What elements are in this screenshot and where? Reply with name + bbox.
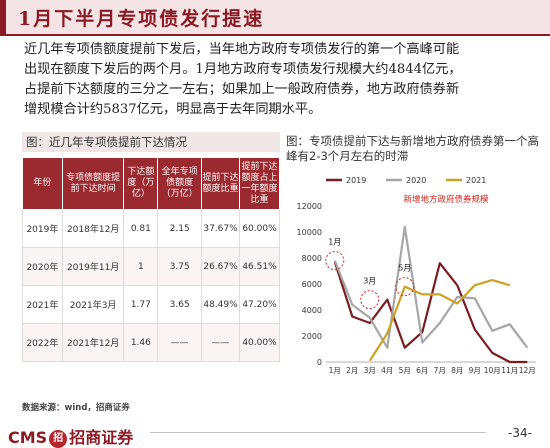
table-header: 下达额度（万亿） [123, 157, 159, 210]
x-tick-label: 7月 [434, 366, 446, 375]
table-cell: 2021年12月 [61, 323, 125, 362]
table-header: 全年专项债额度（万亿） [157, 157, 203, 210]
title-accent [0, 0, 6, 34]
x-tick-label: 4月 [381, 366, 393, 375]
table-header: 提前下达额度比重 [201, 157, 240, 210]
y-tick-label: 2000 [302, 332, 322, 341]
series-line-2020 [333, 225, 529, 349]
table-cell: 60.00% [239, 209, 280, 248]
legend-label: 2020 [406, 176, 426, 185]
brand-name: 招商证券 [69, 428, 134, 447]
table-cell: —— [201, 323, 240, 362]
table-row: 2020年 2019年11月 1 3.75 26.67% 46.51% [22, 247, 280, 286]
x-tick-label: 1月 [329, 366, 341, 375]
annotation-circle [360, 290, 380, 310]
table-row: 2021年 2021年3月 1.77 3.65 48.49% 47.20% [22, 285, 280, 324]
body-line: 占提前下达额度的三分之一左右；如果加上一般政府债券，地方政府债券新 [24, 82, 460, 97]
chart-panel: 图：专项债提前下达与新增地方政府债券第一个高峰有2-3个月左右的时滞 2019 2… [286, 134, 546, 380]
title-bar: 1月下半月专项债发行提速 [0, 0, 550, 36]
table-cell: 2021年3月 [61, 285, 125, 324]
table-cell: 2020年 [22, 247, 63, 286]
x-tick-label: 6月 [416, 366, 428, 375]
table-panel: 图：近几年专项债提前下达情况 年份 专项债额度提前下达时间 下达额度（万亿） 全… [22, 132, 280, 413]
body-line: 增规模合计约5837亿元，明显高于去年同期水平。 [24, 102, 322, 117]
table-cell: 0.81 [123, 209, 159, 248]
x-tick-label: 10月 [484, 366, 501, 375]
y-tick-label: 8000 [302, 254, 322, 263]
y-tick-label: 12000 [297, 202, 322, 211]
logo-text: CMS [8, 428, 48, 447]
table-row: 2019年 2018年12月 0.81 2.15 37.67% 60.00% [22, 209, 280, 248]
table-cell: 2018年12月 [61, 209, 125, 248]
page-number: -34- [508, 426, 532, 440]
table-cell: 3.75 [157, 247, 203, 286]
table-row: 2022年 2021年12月 1.46 —— —— 40.00% [22, 323, 280, 362]
table-cell: 1.77 [123, 285, 159, 324]
x-tick-label: 2月 [346, 366, 358, 375]
table-caption: 图：近几年专项债提前下达情况 [22, 132, 280, 152]
y-tick-label: 6000 [302, 280, 322, 289]
logo-badge-icon: 招 [49, 429, 68, 448]
table-cell: 37.67% [201, 209, 240, 248]
series-line-2021 [368, 279, 511, 362]
issuance-table: 年份 专项债额度提前下达时间 下达额度（万亿） 全年专项债额度（万亿） 提前下达… [22, 157, 280, 362]
table-cell: 40.00% [239, 323, 280, 362]
body-line: 近几年专项债额度提前下发后，当年地方政府专项债发行的第一个高峰可能 [24, 42, 460, 57]
annotation-circle [395, 277, 415, 297]
table-cell: 2021年 [22, 285, 63, 324]
table-header: 年份 [22, 157, 63, 210]
table-cell: 46.51% [239, 247, 280, 286]
body-line: 出现在额度下发后的两个月。1月地方政府专项债发行规模大约4844亿元， [24, 62, 462, 77]
table-cell: 3.65 [157, 285, 203, 324]
table-cell: 48.49% [201, 285, 240, 324]
footer-logo: CMS 招招商证券 [8, 424, 133, 448]
body-paragraph: 近几年专项债额度提前下发后，当年地方政府专项债发行的第一个高峰可能 出现在额度下… [24, 40, 534, 120]
y-tick-label: 4000 [302, 306, 322, 315]
table-cell: 47.20% [239, 285, 280, 324]
chart-title: 新增地方政府债券规模 [403, 194, 489, 205]
table-source: 数据来源：wind，招商证券 [22, 403, 130, 413]
y-tick-label: 10000 [297, 228, 322, 237]
x-tick-label: 9月 [469, 366, 481, 375]
legend-label: 2019 [346, 176, 366, 185]
x-tick-label: 8月 [451, 366, 463, 375]
footer-divider [150, 432, 486, 433]
chart-caption: 图：专项债提前下达与新增地方政府债券第一个高峰有2-3个月左右的时滞 [286, 134, 539, 163]
page-title: 1月下半月专项债发行提速 [18, 8, 265, 30]
line-chart: 2019 2020 2021 新增地方政府债券规模 0 2000 4000 6000 8000 1… [297, 176, 536, 375]
table-cell: 2019年11月 [61, 247, 125, 286]
table-cell: 2022年 [22, 323, 63, 362]
table-header: 提前下达额度占上一年额度比重 [239, 157, 280, 210]
table-cell: 2019年 [22, 209, 63, 248]
legend-label: 2021 [466, 176, 486, 185]
table-cell: 1 [123, 247, 159, 286]
annotation-label: 5月 [398, 264, 411, 273]
annotation-label: 1月 [328, 238, 341, 247]
table-header: 专项债额度提前下达时间 [61, 157, 125, 210]
table-cell: 2.15 [157, 209, 203, 248]
table-cell: 26.67% [201, 247, 240, 286]
table-cell: 1.46 [123, 323, 159, 362]
annotation-circle [325, 251, 345, 271]
x-tick-label: 5月 [399, 366, 411, 375]
annotation-label: 3月 [363, 277, 376, 286]
table-cell: —— [157, 323, 203, 362]
x-tick-label: 3月 [364, 366, 376, 375]
y-tick-label: 0 [317, 358, 322, 367]
x-tick-label: 12月 [519, 366, 536, 375]
x-tick-label: 11月 [501, 366, 518, 375]
series-line-2019 [333, 261, 528, 364]
